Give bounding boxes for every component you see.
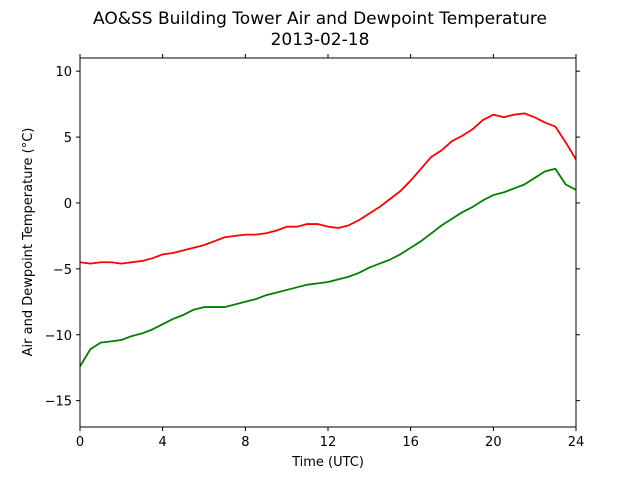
plot-frame xyxy=(79,57,577,428)
y-tick-label: 0 xyxy=(64,197,72,212)
x-axis-label: Time (UTC) xyxy=(291,455,364,470)
x-tick-label: 0 xyxy=(76,435,84,450)
series-line-green xyxy=(79,167,577,367)
x-axis: 0 4 8 12 16 20 24 xyxy=(76,54,584,450)
y-axis: −15 −10 −5 0 5 10 xyxy=(45,65,580,410)
x-tick-label: 12 xyxy=(320,435,337,450)
y-tick-label: 5 xyxy=(64,131,72,146)
x-tick-label: 16 xyxy=(402,435,419,450)
x-tick-label: 24 xyxy=(568,435,585,450)
series-line-red xyxy=(79,112,577,265)
chart-subtitle: 2013-02-18 xyxy=(271,30,370,50)
plot-area xyxy=(79,112,577,367)
x-tick-label: 20 xyxy=(485,435,502,450)
y-tick-label: −10 xyxy=(45,329,72,344)
chart-title: AO&SS Building Tower Air and Dewpoint Te… xyxy=(93,9,547,29)
y-tick-label: −5 xyxy=(53,263,72,278)
y-axis-label: Air and Dewpoint Temperature (°C) xyxy=(21,128,36,357)
x-tick-label: 8 xyxy=(241,435,249,450)
y-tick-label: −15 xyxy=(45,395,72,410)
x-tick-label: 4 xyxy=(159,435,167,450)
y-tick-label: 10 xyxy=(55,65,72,80)
